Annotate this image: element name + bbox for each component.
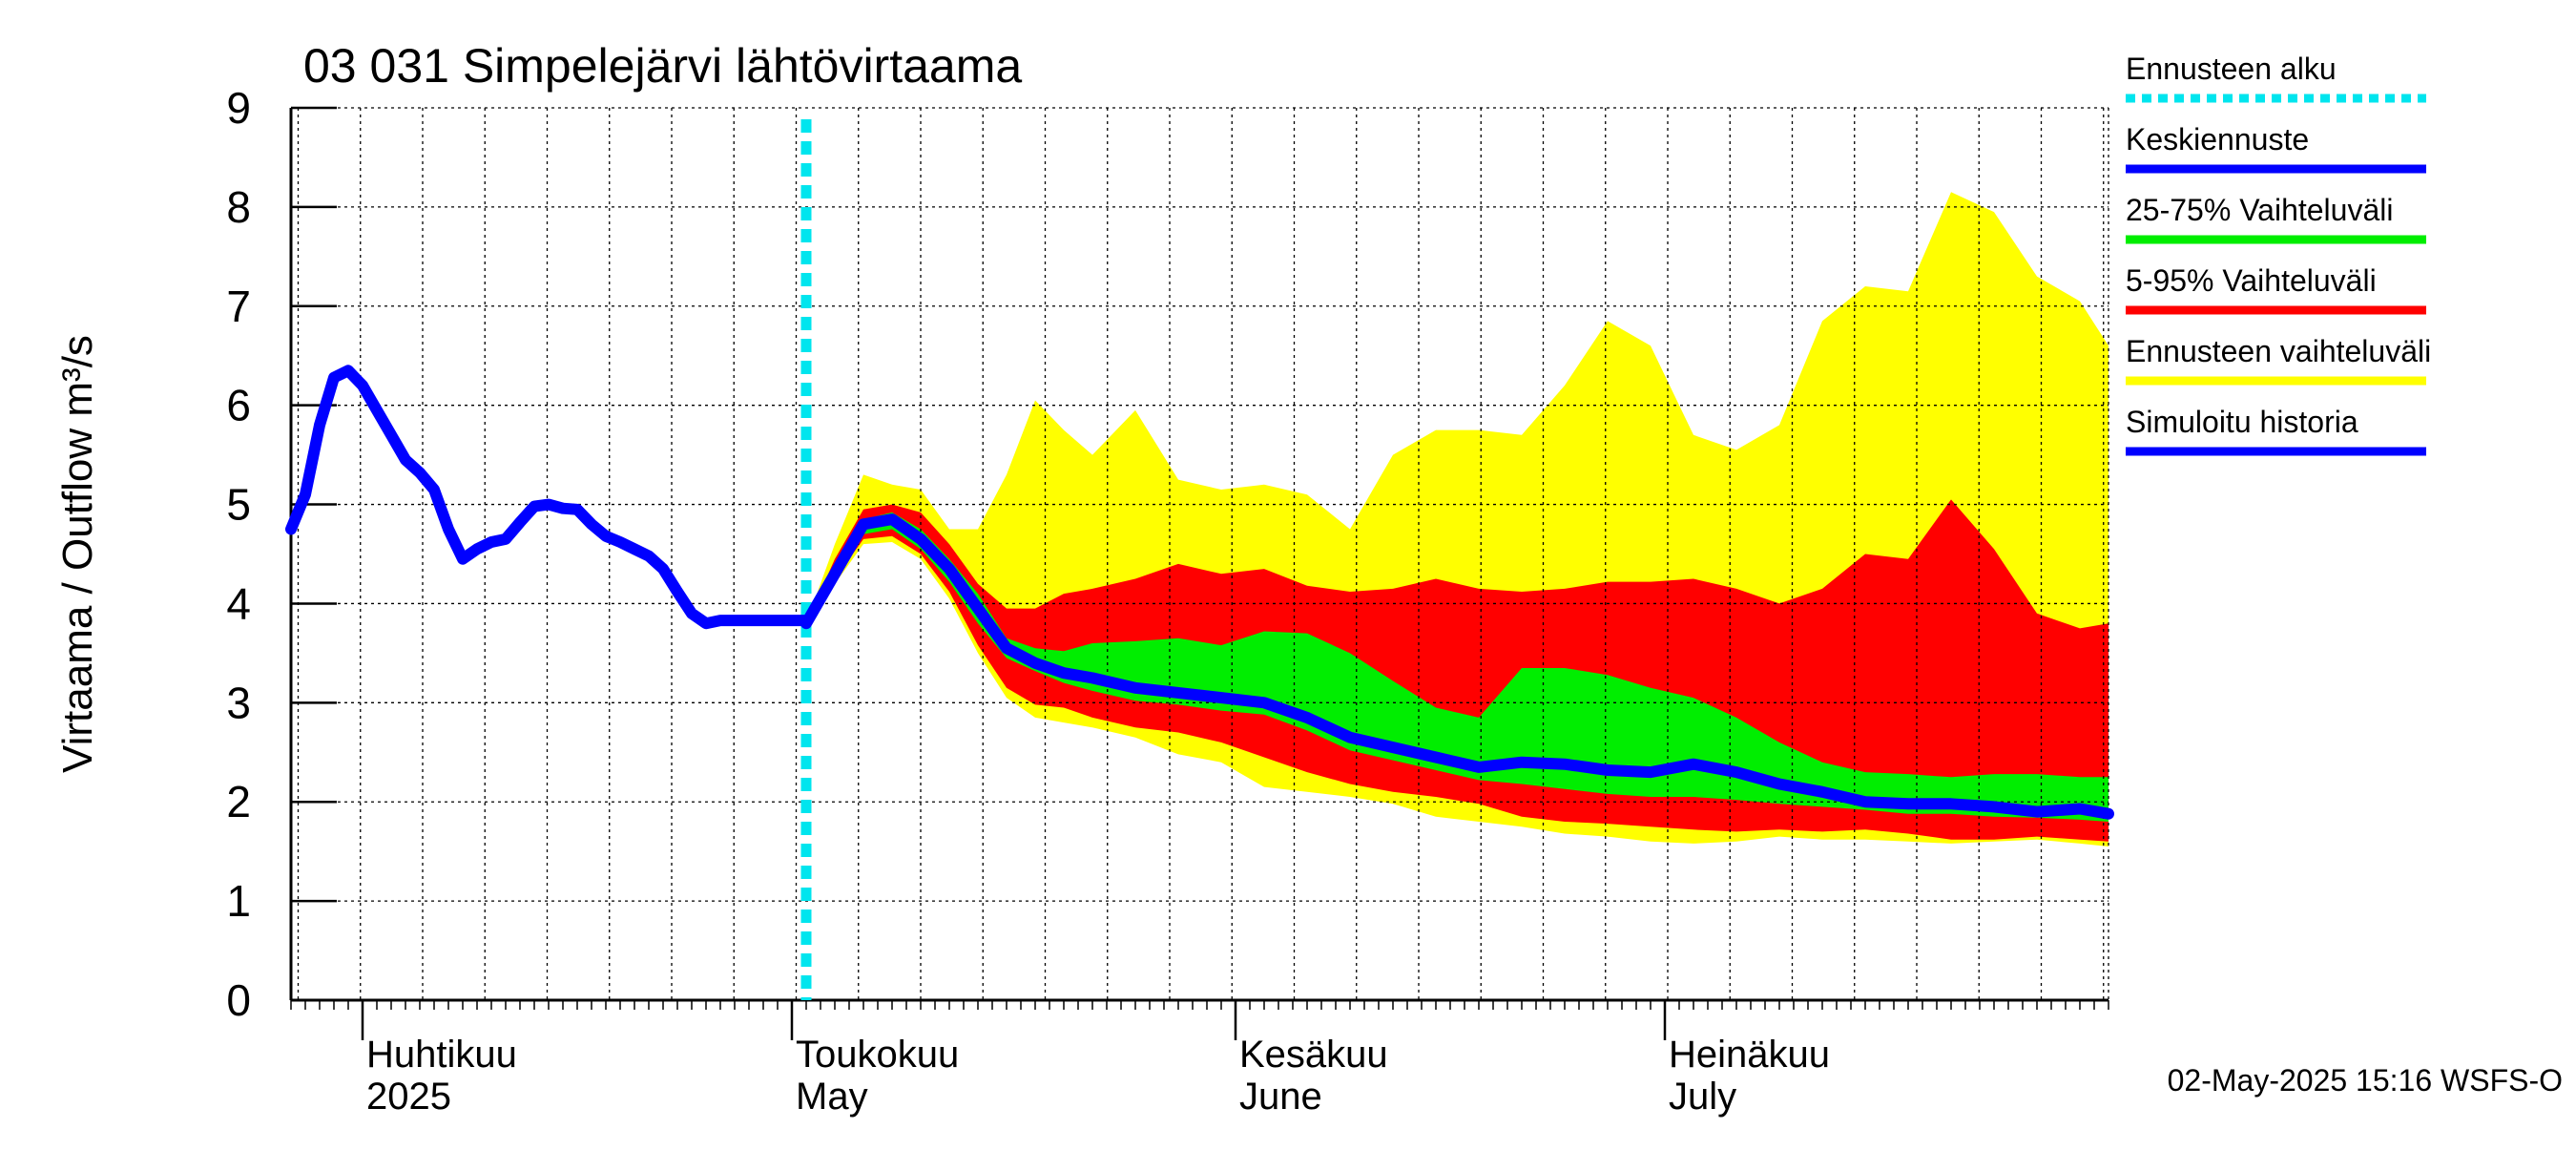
y-tick-label: 5 <box>226 480 251 530</box>
y-tick-label: 9 <box>226 83 251 133</box>
band-25-75 <box>806 512 2109 822</box>
y-tick-label: 0 <box>226 975 251 1025</box>
x-month-sublabel: May <box>796 1076 868 1118</box>
legend-label: 5-95% Vaihteluväli <box>2126 263 2377 298</box>
legend-label: Simuloitu historia <box>2126 405 2358 439</box>
x-month-label: Toukokuu <box>796 1034 959 1076</box>
legend-label: Keskiennuste <box>2126 122 2309 157</box>
chart-title: 03 031 Simpelejärvi lähtövirtaama <box>303 39 1022 93</box>
y-tick-label: 8 <box>226 182 251 232</box>
y-axis-label: Virtaama / Outflow m³/s <box>54 335 101 773</box>
x-month-label: Huhtikuu <box>366 1034 517 1076</box>
series-median-forecast <box>800 513 2114 820</box>
y-tick-label: 3 <box>226 678 251 727</box>
y-tick-label: 7 <box>226 282 251 331</box>
legend-label: Ennusteen alku <box>2126 52 2337 86</box>
y-tick-label: 1 <box>226 876 251 926</box>
series-simulated-history <box>285 365 812 630</box>
x-month-sublabel: July <box>1669 1076 1736 1118</box>
x-month-label: Kesäkuu <box>1239 1034 1388 1076</box>
legend-label: Ennusteen vaihteluväli <box>2126 334 2431 368</box>
legend-label: 25-75% Vaihteluväli <box>2126 193 2393 227</box>
y-tick-label: 4 <box>226 578 251 628</box>
x-month-sublabel: June <box>1239 1076 1322 1118</box>
y-tick-label: 6 <box>226 381 251 430</box>
x-month-sublabel: 2025 <box>366 1076 451 1118</box>
y-tick-label: 2 <box>226 777 251 826</box>
x-month-label: Heinäkuu <box>1669 1034 1830 1076</box>
timestamp: 02-May-2025 15:16 WSFS-O <box>2168 1063 2563 1098</box>
